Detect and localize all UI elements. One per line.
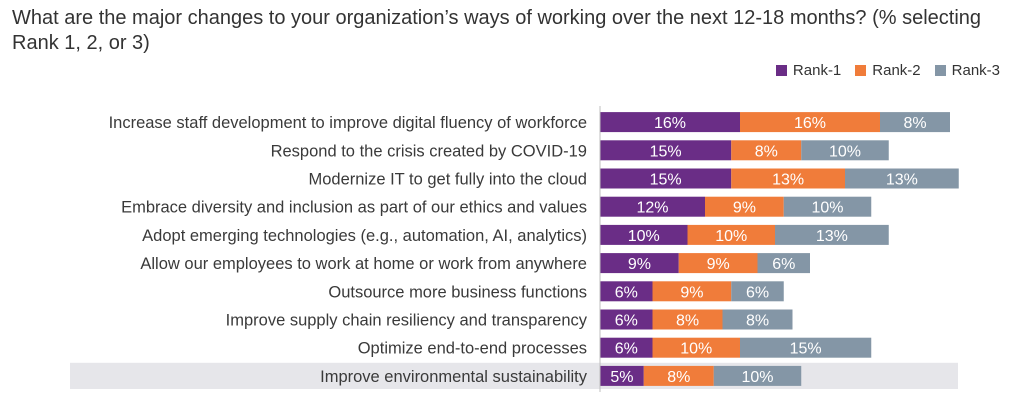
data-label: 13% [886, 172, 918, 189]
bar-segment-rank-2 [731, 168, 845, 189]
bar-segment-rank-2 [705, 196, 784, 217]
bar-segment-rank-3 [801, 140, 889, 161]
category-label: Improve environmental sustainability [320, 368, 588, 386]
bar-segment-rank-2 [687, 224, 775, 245]
data-label: 8% [746, 313, 769, 330]
legend-item-rank-1: Rank-1 [775, 62, 842, 79]
data-label: 10% [715, 228, 747, 245]
data-label: 9% [628, 256, 651, 273]
data-label: 15% [650, 172, 682, 189]
data-label: 5% [610, 369, 633, 386]
data-label: 13% [772, 172, 804, 189]
legend-swatch-rank-2 [855, 65, 867, 76]
legend-label-rank-3: Rank-3 [951, 62, 1000, 79]
data-label: 9% [707, 256, 730, 273]
bar-segment-rank-1 [600, 224, 688, 245]
data-label: 16% [794, 115, 826, 132]
bar-segment-rank-2 [740, 112, 880, 133]
category-label: Optimize end-to-end processes [358, 340, 587, 358]
data-label: 10% [680, 341, 712, 358]
bar-segment-rank-1 [600, 168, 732, 189]
chart-title: What are the major changes to your organ… [12, 7, 982, 54]
bar-segment-rank-1 [600, 253, 679, 274]
bar-segment-rank-3 [722, 309, 793, 330]
legend-item-rank-2: Rank-2 [855, 62, 921, 79]
category-label: Embrace diversity and inclusion as part … [121, 199, 587, 217]
data-label: 6% [615, 284, 638, 301]
bar-segment-rank-2 [678, 253, 758, 274]
legend-swatch-rank-3 [934, 65, 946, 76]
legend-label-rank-1: Rank-1 [792, 62, 842, 79]
data-label: 16% [654, 115, 686, 132]
category-label: Respond to the crisis created by COVID-1… [271, 142, 587, 160]
bar-segment-rank-3 [880, 112, 950, 133]
bar-segment-rank-2 [731, 140, 802, 161]
bar-segment-rank-3 [713, 365, 802, 386]
data-label: 10% [829, 143, 861, 160]
data-label: 8% [667, 369, 690, 386]
data-label: 8% [676, 313, 699, 330]
data-label: 6% [772, 256, 795, 273]
bar-segment-rank-3 [731, 281, 784, 302]
data-label: 9% [733, 200, 756, 217]
data-label: 6% [746, 284, 769, 301]
row-highlight [70, 362, 958, 389]
data-label: 6% [615, 313, 638, 330]
bar-segment-rank-2 [652, 281, 732, 302]
bar-segment-rank-1 [600, 112, 740, 133]
category-label: Increase staff development to improve di… [109, 114, 587, 132]
category-label: Outsource more business functions [328, 283, 587, 301]
data-label: 12% [636, 200, 668, 217]
bar-segment-rank-2 [652, 337, 740, 358]
bar-segment-rank-3 [783, 196, 872, 217]
category-label: Improve supply chain resiliency and tran… [226, 312, 588, 330]
bar-segment-rank-1 [600, 140, 732, 161]
category-label: Modernize IT to get fully into the cloud [308, 171, 587, 189]
data-label: 13% [816, 228, 848, 245]
bar-segment-rank-1 [600, 337, 653, 358]
legend-item-rank-3: Rank-3 [934, 62, 1000, 79]
data-label: 8% [755, 143, 778, 160]
bar-segment-rank-3 [757, 253, 810, 274]
data-label: 15% [650, 143, 682, 160]
bar-segment-rank-1 [600, 281, 653, 302]
legend-swatch-rank-1 [775, 65, 787, 76]
bar-segment-rank-2 [643, 365, 714, 386]
bar-segment-rank-3 [775, 224, 889, 245]
data-label: 10% [741, 369, 773, 386]
data-label: 10% [811, 200, 843, 217]
legend-label-rank-2: Rank-2 [872, 62, 921, 79]
bar-segment-rank-1 [600, 309, 653, 330]
bar-segment-rank-1 [600, 196, 705, 217]
legend: Rank-1 Rank-2 Rank-3 [762, 62, 1000, 79]
data-label: 10% [628, 228, 660, 245]
data-label: 15% [790, 341, 822, 358]
data-label: 6% [615, 341, 638, 358]
bar-segment-rank-3 [740, 337, 872, 358]
data-label: 9% [680, 284, 703, 301]
category-label: Allow our employees to work at home or w… [140, 255, 587, 273]
bar-segment-rank-2 [652, 309, 723, 330]
bar-segment-rank-1 [600, 365, 644, 386]
data-label: 8% [903, 115, 926, 132]
bar-segment-rank-3 [845, 168, 959, 189]
category-label: Adopt emerging technologies (e.g., autom… [142, 227, 587, 245]
